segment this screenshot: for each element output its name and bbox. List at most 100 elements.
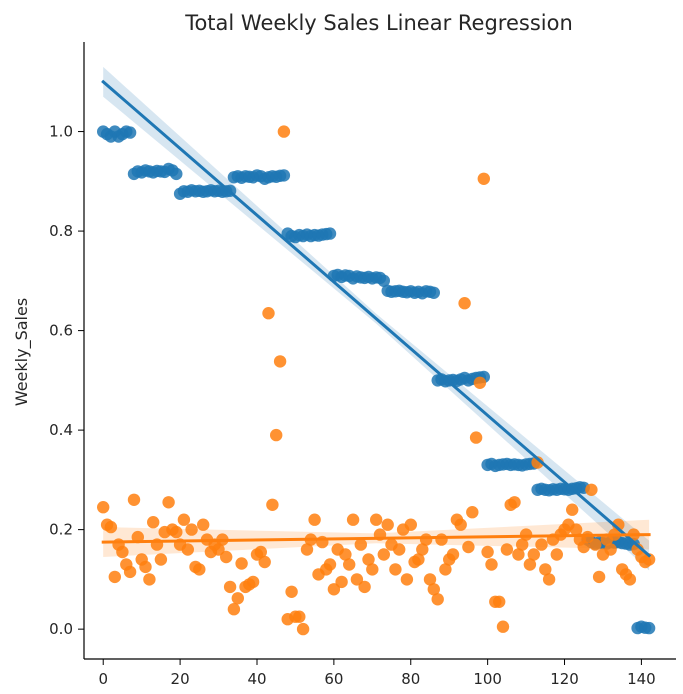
data-point (592, 570, 606, 584)
data-point (585, 483, 598, 496)
y-tick-label: 0.8 (49, 222, 73, 240)
y-tick-label: 0.0 (49, 620, 73, 638)
data-point (346, 513, 360, 526)
data-point (104, 520, 118, 534)
data-point (323, 227, 337, 240)
data-point (223, 580, 237, 594)
data-point (116, 545, 129, 559)
data-point (354, 538, 367, 551)
y-tick-label: 0.4 (49, 421, 73, 439)
data-point (512, 548, 525, 561)
data-point (542, 573, 556, 586)
data-point (419, 533, 433, 546)
data-point (427, 286, 440, 299)
x-tick-label: 100 (473, 670, 502, 688)
x-tick-label: 60 (324, 670, 343, 688)
data-point (147, 516, 160, 529)
data-point (535, 538, 548, 551)
data-point (435, 533, 448, 546)
data-point (550, 548, 563, 561)
axes (83, 42, 676, 660)
data-point (589, 538, 602, 551)
data-point (162, 496, 175, 509)
y-tick-label: 0.6 (49, 322, 73, 340)
y-axis-label: Weekly_Sales (12, 298, 32, 406)
y-tick-label: 1.0 (49, 123, 73, 141)
data-point (431, 593, 444, 606)
data-point (97, 501, 110, 514)
data-point (381, 518, 394, 531)
data-point (439, 563, 452, 576)
data-point (235, 557, 248, 570)
data-point (577, 540, 590, 554)
data-point (358, 580, 371, 594)
data-point (370, 513, 383, 526)
data-point (481, 545, 494, 559)
x-tick-label: 120 (550, 670, 579, 688)
data-point (170, 525, 183, 539)
data-point (266, 498, 279, 511)
data-point (154, 553, 168, 566)
data-point (177, 513, 191, 526)
data-point (296, 622, 310, 636)
data-point (246, 575, 260, 589)
data-point (527, 548, 540, 561)
data-point (531, 456, 544, 469)
data-point (139, 560, 152, 574)
data-point (642, 621, 656, 635)
data-point (500, 543, 514, 556)
data-point (469, 431, 483, 444)
regression-line-2 (101, 533, 651, 544)
data-point (143, 573, 156, 586)
data-point (350, 573, 364, 586)
data-point (227, 603, 241, 616)
data-point (343, 558, 356, 571)
data-point (193, 563, 206, 576)
data-point (485, 558, 498, 571)
regression-line-1 (101, 79, 652, 558)
data-point (427, 583, 440, 596)
y-tick-label: 0.2 (49, 521, 73, 539)
data-point (377, 274, 390, 287)
data-point (220, 550, 233, 564)
y-axis-ticks: 0.0 0.2 0.4 0.6 0.8 1.0 (49, 123, 84, 638)
data-point (569, 523, 583, 536)
data-point (323, 558, 337, 571)
x-tick-label: 0 (98, 670, 108, 688)
data-point (123, 126, 137, 139)
x-tick-label: 20 (171, 670, 190, 688)
data-point (127, 493, 141, 506)
data-point (231, 592, 244, 605)
data-point (523, 558, 537, 571)
data-point (496, 620, 510, 633)
data-point (508, 496, 521, 509)
data-point (466, 506, 479, 519)
data-point (285, 585, 298, 598)
chart-title: Total Weekly Sales Linear Regression (184, 11, 573, 35)
regression-lines (101, 79, 652, 558)
data-point (273, 355, 287, 368)
scatter-points (97, 125, 656, 636)
data-point (454, 518, 467, 531)
data-point (277, 169, 291, 182)
data-point (539, 563, 552, 576)
x-tick-label: 140 (627, 670, 656, 688)
data-point (623, 573, 637, 586)
data-point (335, 575, 348, 589)
data-point (270, 428, 283, 442)
data-point (181, 543, 194, 556)
data-point (300, 543, 314, 556)
x-axis-ticks: 0 20 40 60 80 100 120 140 (98, 659, 656, 688)
data-point (254, 545, 267, 559)
data-point (404, 518, 417, 531)
data-point (493, 595, 506, 608)
data-point (462, 540, 475, 554)
x-tick-label: 40 (247, 670, 266, 688)
data-point (277, 125, 291, 138)
data-point (423, 573, 437, 586)
data-point (170, 167, 183, 181)
data-point (446, 548, 460, 561)
data-point (642, 553, 656, 566)
data-point (293, 610, 306, 623)
